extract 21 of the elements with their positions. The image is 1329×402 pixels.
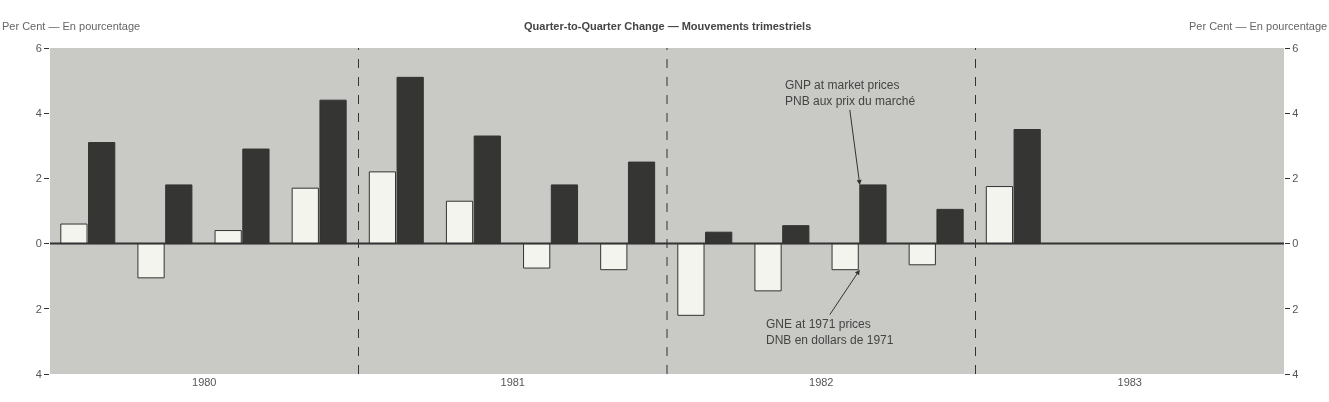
chart-title: Quarter-to-Quarter Change — Mouvements trimestriels bbox=[524, 20, 812, 32]
y2-tick-label: 0 bbox=[1292, 237, 1299, 250]
x-tick-label: 1980 bbox=[192, 376, 217, 388]
y2-tick-label: 4 bbox=[1292, 367, 1299, 380]
y2-tick-label: 6 bbox=[1292, 41, 1299, 54]
y2-tick-label: 2 bbox=[1292, 172, 1299, 185]
y-tick-label: 4 bbox=[35, 367, 42, 380]
x-tick-label: 1982 bbox=[809, 376, 834, 388]
y-tick-label: 4 bbox=[35, 107, 42, 120]
y2-tick-label: 2 bbox=[1292, 302, 1299, 315]
y-axis-title: Per Cent — En pourcentage bbox=[2, 20, 141, 32]
x-tick-label: 1981 bbox=[500, 376, 525, 388]
y-tick-label: 2 bbox=[35, 302, 42, 315]
y2-tick-label: 4 bbox=[1292, 107, 1299, 120]
annotation: GNE at 1971 prices DNB en dollars de 1971 bbox=[766, 317, 894, 347]
annotation: GNP at market prices PNB aux prix du marché bbox=[785, 78, 916, 108]
y-tick-label: 2 bbox=[35, 172, 42, 185]
y2-axis-title: Per Cent — En pourcentage bbox=[1189, 20, 1328, 32]
y-tick-label: 6 bbox=[35, 41, 42, 54]
x-tick-label: 1983 bbox=[1117, 376, 1142, 388]
y-tick-label: 0 bbox=[35, 237, 42, 250]
